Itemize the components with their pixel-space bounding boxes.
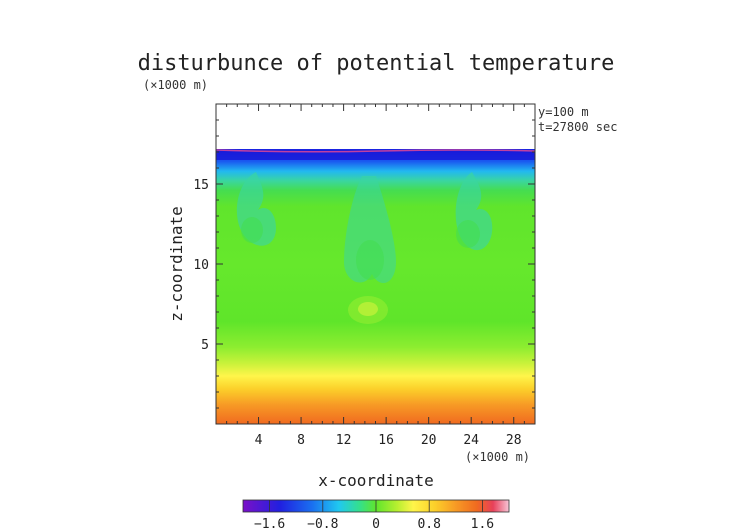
x-tick-labels: 4 8 12 16 20 24 28 [255,433,522,448]
x-tick-label: 16 [378,433,394,448]
y-tick-label: 5 [201,338,209,353]
eddy-right-core [456,220,480,248]
colorbar-tick-label: −1.6 [254,517,285,532]
x-tick-label: 4 [255,433,263,448]
colorbar-tick-label: 0 [372,517,380,532]
bubble-low-core [358,302,378,316]
plume-center-core [356,240,384,280]
x-tick-label: 8 [297,433,305,448]
colorbar-tick-label: 1.6 [471,517,494,532]
y-tick-label: 10 [193,258,209,273]
y-tick-labels: 5 10 15 [193,178,209,353]
eddy-left-core [241,217,263,243]
x-tick-label: 20 [421,433,437,448]
y-axis-label: z-coordinate [167,206,186,322]
x-axis-label: x-coordinate [318,471,434,490]
y-unit-label: (×1000 m) [143,78,208,92]
x-tick-label: 12 [336,433,352,448]
annotation-t: t=27800 sec [538,120,617,134]
axis-ticks [216,104,535,424]
plot-area [216,104,535,424]
x-unit-label: (×1000 m) [465,450,530,464]
colorbar-tick-label: −0.8 [307,517,338,532]
x-tick-label: 24 [463,433,479,448]
colorbar-tick-label: 0.8 [417,517,440,532]
top-boundary [216,149,535,153]
colorbar-ticks: −1.6 −0.8 0 0.8 1.6 [254,500,494,532]
top-dark-layer [216,150,535,160]
chart-title: disturbunce of potential temperature [138,51,615,76]
x-tick-label: 28 [506,433,522,448]
annotation-y: y=100 m [538,105,589,119]
y-tick-label: 15 [193,178,209,193]
